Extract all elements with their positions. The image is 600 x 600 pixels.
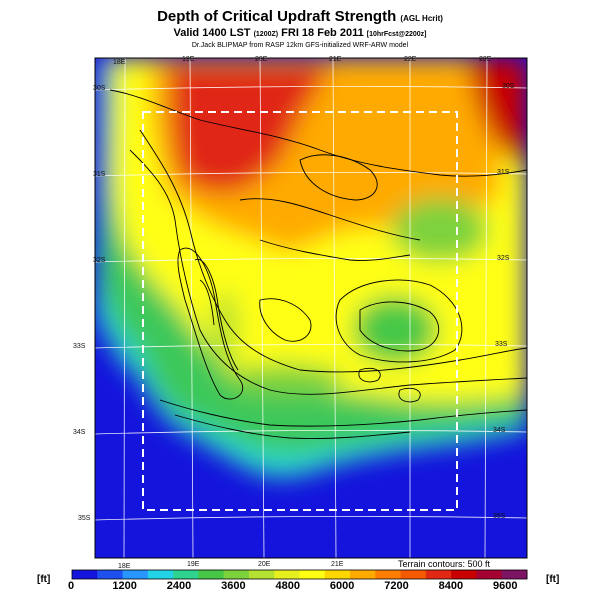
colorbar-label: 7200 <box>384 580 409 592</box>
colorbar-swatch <box>274 570 300 579</box>
lat-tick-right: 34S <box>493 427 506 434</box>
colorbar-swatch <box>198 570 225 579</box>
map-frame <box>94 57 528 559</box>
lat-tick: 35S <box>78 515 91 522</box>
colorbar-swatch <box>147 570 174 579</box>
colorbar <box>71 569 528 580</box>
lat-tick-right: 31S <box>497 169 510 176</box>
colorbar-unit-right: [ft] <box>546 574 560 585</box>
colorbar-swatch <box>299 570 326 579</box>
lat-tick: 34S <box>73 429 86 436</box>
colorbar-swatch <box>173 570 199 579</box>
lon-tick: 18E <box>113 59 126 66</box>
forecast-hour: [10hrFcst@2200z] <box>366 31 427 38</box>
lat-tick: 30S <box>93 85 106 92</box>
lat-tick: 33S <box>73 343 86 350</box>
lon-tick: 19E <box>182 56 195 63</box>
lon-tick: 20E <box>255 56 268 63</box>
lon-tick-bottom: 21E <box>331 561 344 568</box>
lon-tick-bottom: 18E <box>118 563 131 570</box>
colorbar-swatch <box>501 570 528 579</box>
valid-utc: (1200Z) <box>253 31 279 38</box>
inner-domain-box <box>142 111 458 511</box>
colorbar-label: 1200 <box>112 580 137 592</box>
colorbar-swatch <box>223 570 250 579</box>
lon-tick-bottom: 20E <box>258 561 271 568</box>
lon-tick: 21E <box>329 56 342 63</box>
lat-lon-grid <box>95 58 527 558</box>
colorbar-label: 0 <box>68 580 75 592</box>
colorbar-label: 9600 <box>493 580 518 592</box>
map-field <box>95 58 527 558</box>
colorbar-swatch <box>476 570 503 579</box>
colorbar-label: 4800 <box>275 580 300 592</box>
title-text: Depth of Critical Updraft Strength <box>157 8 397 25</box>
model-credit: Dr.Jack BLIPMAP from RASP 12km GFS-initi… <box>191 42 409 49</box>
colorbar-label: 2400 <box>166 580 192 592</box>
lat-tick-right: 35S <box>493 513 506 520</box>
colorbar-unit-left: [ft] <box>37 574 51 585</box>
colorbar-swatch <box>375 570 402 579</box>
colorbar-swatch <box>122 570 149 579</box>
colorbar-swatch <box>350 570 376 579</box>
colorbar-label: 6000 <box>329 580 355 592</box>
colorbar-swatch <box>324 570 351 579</box>
lat-tick: 31S <box>93 171 106 178</box>
lon-tick: 23E <box>479 56 492 63</box>
colorbar-border <box>71 569 528 580</box>
title-suffix: (AGL Hcrit) <box>400 14 443 23</box>
colorbar-swatch <box>451 570 477 579</box>
terrain-contour-note: Terrain contours: 500 ft <box>398 559 491 569</box>
lat-tick-right: 33S <box>495 341 508 348</box>
colorbar-swatch <box>400 570 427 579</box>
colorbar-swatch <box>248 570 275 579</box>
colorbar-swatch <box>97 570 124 579</box>
valid-date: FRI 18 Feb 2011 <box>281 27 364 39</box>
lon-tick-bottom: 19E <box>187 561 200 568</box>
valid-text: Valid 1400 LST <box>173 27 251 39</box>
colorbar-label: 3600 <box>221 580 246 592</box>
lat-tick-right: 30S <box>502 83 515 90</box>
colorbar-swatch <box>425 570 452 579</box>
terrain-contours <box>109 89 527 439</box>
lat-tick: 32S <box>93 257 106 264</box>
colorbar-swatch <box>72 570 98 579</box>
chart-title: Depth of Critical Updraft Strength (AGL … <box>0 8 600 25</box>
lon-tick: 22E <box>404 56 417 63</box>
colorbar-label: 8400 <box>438 580 464 592</box>
valid-time: Valid 1400 LST (1200Z) FRI 18 Feb 2011 [… <box>0 27 600 39</box>
lat-tick-right: 32S <box>497 255 510 262</box>
